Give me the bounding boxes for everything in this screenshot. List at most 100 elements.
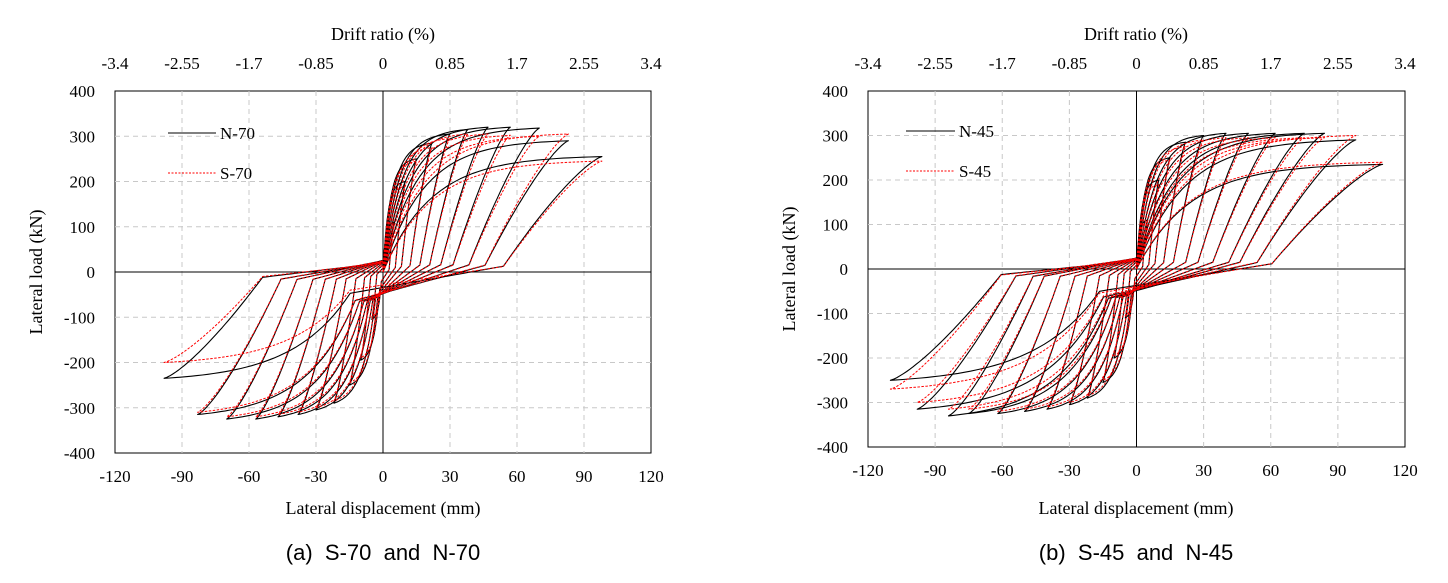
hysteresis-loop-s-70-6 bbox=[277, 133, 489, 415]
hysteresis-curves bbox=[163, 126, 603, 420]
hysteresis-loop-s-70-3 bbox=[333, 147, 433, 402]
x-tick-label: 120 bbox=[638, 467, 664, 486]
top-axis-label: Drift ratio (%) bbox=[331, 24, 435, 45]
top-tick-label: -3.4 bbox=[102, 54, 129, 73]
top-tick-label: -1.7 bbox=[989, 54, 1016, 73]
x-tick-label: 0 bbox=[379, 467, 388, 486]
y-tick-label: -200 bbox=[817, 349, 848, 368]
x-tick-label: -90 bbox=[171, 467, 194, 486]
x-axis-label: Lateral displacement (mm) bbox=[286, 498, 481, 519]
top-tick-label: 2.55 bbox=[1323, 54, 1353, 73]
hysteresis-loop-s-45-11 bbox=[889, 161, 1384, 390]
x-tick-label: -120 bbox=[99, 467, 130, 486]
y-tick-labels: -400 -300 -200 -100 0 100 200 300 400 bbox=[64, 82, 95, 463]
top-tick-label: 3.4 bbox=[1394, 54, 1416, 73]
x-tick-label: 60 bbox=[509, 467, 526, 486]
hysteresis-loop-s-45-7 bbox=[997, 137, 1276, 412]
top-tick-label: 0.85 bbox=[435, 54, 465, 73]
top-tick-label: -2.55 bbox=[164, 54, 199, 73]
top-tick-label: -3.4 bbox=[855, 54, 882, 73]
hysteresis-loop-s-70-2 bbox=[349, 160, 417, 384]
legend-label-n45: N-45 bbox=[959, 122, 994, 141]
y-tick-label: 0 bbox=[840, 260, 849, 279]
x-tick-labels: -120 -90 -60 -30 0 30 60 90 120 bbox=[99, 467, 663, 486]
x-tick-label: 90 bbox=[576, 467, 593, 486]
x-tick-label: 90 bbox=[1329, 461, 1346, 480]
x-tick-labels: -120 -90 -60 -30 0 30 60 90 120 bbox=[852, 461, 1417, 480]
x-tick-label: -90 bbox=[924, 461, 947, 480]
top-tick-label: 0 bbox=[379, 54, 388, 73]
top-tick-labels: -3.4 -2.55 -1.7 -0.85 0 0.85 1.7 2.55 3.4 bbox=[855, 54, 1417, 73]
hysteresis-loop-s-70-7 bbox=[255, 134, 511, 418]
top-tick-label: 2.55 bbox=[569, 54, 599, 73]
legend: N-70 S-70 bbox=[168, 124, 255, 183]
y-tick-label: -300 bbox=[817, 394, 848, 413]
y-tick-label: -200 bbox=[64, 354, 95, 373]
hysteresis-loop-s-45-3 bbox=[1086, 146, 1187, 397]
y-tick-label: -400 bbox=[817, 438, 848, 457]
figure-caption: (a) S-70 and N-70 bbox=[286, 540, 480, 565]
hysteresis-loop-s-70-8 bbox=[226, 135, 540, 418]
top-tick-label: 0 bbox=[1132, 54, 1141, 73]
top-axis-label: Drift ratio (%) bbox=[1084, 24, 1188, 45]
x-tick-label: -120 bbox=[852, 461, 883, 480]
y-tick-label: -100 bbox=[64, 308, 95, 327]
top-tick-label: -1.7 bbox=[236, 54, 263, 73]
top-tick-label: -0.85 bbox=[1052, 54, 1087, 73]
y-tick-labels: -400 -300 -200 -100 0 100 200 300 400 bbox=[817, 82, 848, 457]
hysteresis-loop-s-45-6 bbox=[1024, 137, 1249, 410]
y-tick-label: -400 bbox=[64, 444, 95, 463]
top-tick-labels: -3.4 -2.55 -1.7 -0.85 0 0.85 1.7 2.55 3.4 bbox=[102, 54, 663, 73]
y-tick-label: -100 bbox=[817, 305, 848, 324]
x-tick-label: 0 bbox=[1132, 461, 1141, 480]
figure-caption: (b) S-45 and N-45 bbox=[1039, 540, 1233, 565]
hysteresis-loop-s-70-10 bbox=[163, 160, 603, 363]
y-tick-label: 100 bbox=[823, 216, 849, 235]
x-tick-label: -30 bbox=[305, 467, 328, 486]
top-tick-label: 1.7 bbox=[506, 54, 528, 73]
x-tick-label: -60 bbox=[238, 467, 261, 486]
x-tick-label: -30 bbox=[1058, 461, 1081, 480]
y-tick-label: 300 bbox=[70, 127, 96, 146]
top-tick-label: 1.7 bbox=[1260, 54, 1282, 73]
hysteresis-loop-s-45-5 bbox=[1046, 137, 1227, 408]
y-tick-label: 300 bbox=[823, 127, 849, 146]
top-tick-label: -0.85 bbox=[298, 54, 333, 73]
x-tick-label: 30 bbox=[1195, 461, 1212, 480]
top-tick-label: 3.4 bbox=[640, 54, 662, 73]
y-tick-label: 100 bbox=[70, 218, 96, 237]
y-tick-label: 0 bbox=[87, 263, 96, 282]
hysteresis-loop-n-70-6 bbox=[277, 126, 489, 418]
x-tick-label: 30 bbox=[442, 467, 459, 486]
hysteresis-loop-n-70-10 bbox=[163, 156, 603, 379]
hysteresis-loop-s-70-0 bbox=[371, 224, 395, 318]
legend-label-n70: N-70 bbox=[220, 124, 255, 143]
y-tick-label: 200 bbox=[823, 171, 849, 190]
x-tick-label: 60 bbox=[1262, 461, 1279, 480]
hysteresis-loop-s-45-10 bbox=[916, 135, 1357, 403]
hysteresis-loop-s-70-9 bbox=[197, 133, 569, 413]
top-tick-label: 0.85 bbox=[1189, 54, 1219, 73]
hysteresis-loop-s-70-5 bbox=[297, 133, 469, 413]
y-tick-label: 400 bbox=[823, 82, 849, 101]
hysteresis-loop-s-45-4 bbox=[1068, 139, 1205, 403]
legend-label-s70: S-70 bbox=[220, 164, 252, 183]
hysteresis-loop-s-45-1 bbox=[1113, 183, 1160, 357]
top-tick-label: -2.55 bbox=[917, 54, 952, 73]
legend-label-s45: S-45 bbox=[959, 162, 991, 181]
hysteresis-loop-s-45-9 bbox=[948, 137, 1325, 410]
legend: N-45 S-45 bbox=[906, 122, 994, 181]
hysteresis-loop-s-70-4 bbox=[315, 138, 451, 409]
y-axis-label: Lateral load (kN) bbox=[26, 210, 47, 335]
x-tick-label: -60 bbox=[991, 461, 1014, 480]
hysteresis-curves bbox=[889, 132, 1384, 417]
x-axis-label: Lateral displacement (mm) bbox=[1039, 498, 1234, 519]
y-tick-label: 400 bbox=[70, 82, 96, 101]
x-tick-label: 120 bbox=[1392, 461, 1418, 480]
y-tick-label: -300 bbox=[64, 399, 95, 418]
y-tick-label: 200 bbox=[70, 173, 96, 192]
y-axis-label: Lateral load (kN) bbox=[779, 207, 800, 332]
